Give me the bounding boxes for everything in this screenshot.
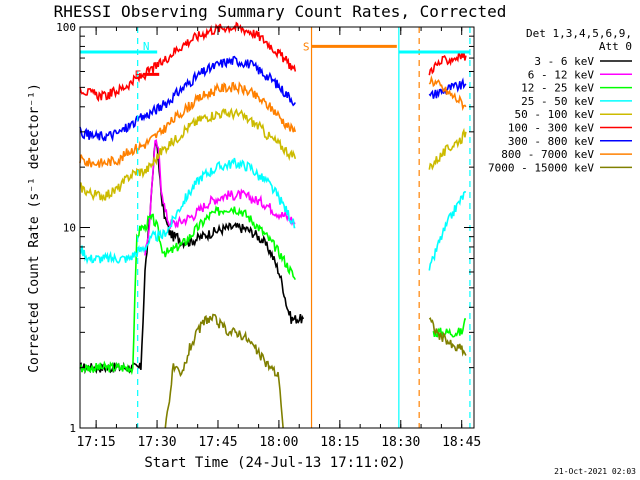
chart-title: RHESSI Observing Summary Count Rates, Co…	[54, 2, 507, 21]
series-line-5-b	[428, 51, 467, 76]
legend-label: 800 - 7000 keV	[501, 148, 594, 161]
x-tick-label: 18:15	[320, 435, 359, 450]
series-line-2-b	[432, 318, 466, 339]
series-line-8	[164, 313, 284, 429]
y-tick-label: 10	[63, 222, 76, 235]
series-line-7	[79, 81, 297, 169]
series-line-5	[79, 21, 297, 103]
legend-label: 50 - 100 keV	[515, 108, 595, 121]
x-tick-label: 17:45	[198, 435, 237, 450]
series-line-4	[79, 107, 297, 203]
x-tick-label: 18:45	[442, 435, 481, 450]
y-axis: 1 10 100	[56, 21, 474, 435]
x-tick-label: 17:15	[77, 435, 116, 450]
y-tick-label: 1	[69, 422, 76, 435]
x-axis-label: Start Time (24-Jul-13 17:11:02)	[144, 455, 405, 471]
x-tick-label: 18:30	[381, 435, 420, 450]
legend-label: 25 - 50 keV	[521, 95, 594, 108]
observing-bar-label: N	[143, 40, 150, 53]
x-tick-label: 18:00	[259, 435, 298, 450]
legend-label: 6 - 12 keV	[528, 68, 595, 81]
y-axis-label: Corrected Count Rate (s⁻¹ detector⁻¹)	[27, 83, 42, 373]
overlay-layer: N F S	[80, 27, 471, 428]
observing-bar-label: S	[303, 40, 310, 53]
series-line-3	[79, 157, 296, 265]
legend-header-line-1: Det 1,3,4,5,6,9,	[526, 27, 632, 40]
y-tick-label: 100	[56, 21, 76, 34]
footer-date: 21-Oct-2021 02:03	[554, 467, 636, 476]
legend-label: 100 - 300 keV	[508, 122, 594, 135]
legend-label: 7000 - 15000 keV	[488, 161, 594, 174]
legend-header-line-2: Att 0	[599, 40, 632, 53]
series-line-6	[79, 55, 296, 143]
series-layer	[79, 21, 467, 429]
series-line-7-b	[428, 74, 467, 112]
series-line-2	[79, 205, 296, 376]
series-line-6-b	[428, 77, 467, 99]
series-line-4-b	[428, 127, 467, 171]
x-axis: 17:15 17:30 17:45 18:00 18:15 18:30 18:45	[77, 27, 481, 450]
legend-label: 12 - 25 keV	[521, 82, 594, 95]
plot-area: N F S	[79, 21, 471, 429]
legend-label: 3 - 6 keV	[534, 55, 594, 68]
observing-bar-label: F	[134, 68, 141, 81]
series-line-3-b	[428, 190, 467, 271]
x-tick-label: 17:30	[137, 435, 176, 450]
legend-label: 300 - 800 keV	[508, 135, 594, 148]
series-line-8-b	[428, 317, 467, 357]
